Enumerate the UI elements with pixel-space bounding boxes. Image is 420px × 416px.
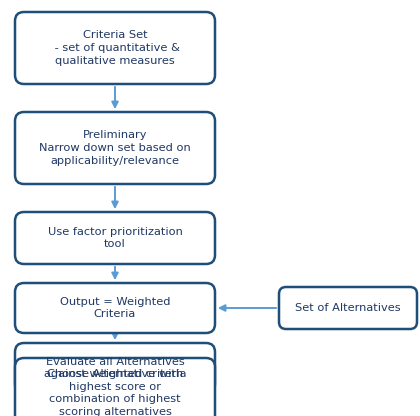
FancyBboxPatch shape xyxy=(15,343,215,393)
FancyBboxPatch shape xyxy=(15,12,215,84)
FancyBboxPatch shape xyxy=(15,283,215,333)
Text: Output = Weighted
Criteria: Output = Weighted Criteria xyxy=(60,297,170,319)
FancyBboxPatch shape xyxy=(15,212,215,264)
Text: Evaluate all Alternatives
against weighted criteria: Evaluate all Alternatives against weight… xyxy=(44,357,186,379)
FancyBboxPatch shape xyxy=(15,112,215,184)
FancyBboxPatch shape xyxy=(15,358,215,416)
Text: Criteria Set
 - set of quantitative &
qualitative measures: Criteria Set - set of quantitative & qua… xyxy=(50,30,179,66)
FancyBboxPatch shape xyxy=(279,287,417,329)
Text: Set of Alternatives: Set of Alternatives xyxy=(295,303,401,313)
Text: Preliminary
Narrow down set based on
applicability/relevance: Preliminary Narrow down set based on app… xyxy=(39,130,191,166)
Text: Use factor prioritization
tool: Use factor prioritization tool xyxy=(47,227,182,250)
Text: Choose Alternative with
highest score or
combination of highest
scoring alternat: Choose Alternative with highest score or… xyxy=(47,369,183,416)
